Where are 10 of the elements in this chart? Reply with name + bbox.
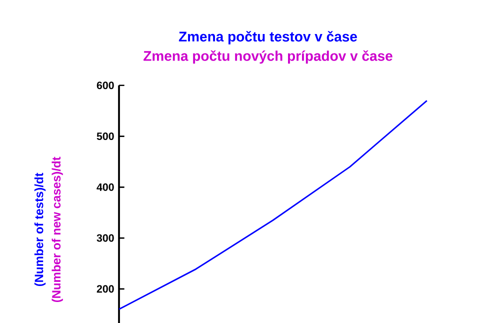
y2-axis-title: (Number of new cases)/dt xyxy=(52,156,63,302)
y-tick-label: 500 xyxy=(96,132,114,140)
y-tick-label: 600 xyxy=(96,82,114,90)
y-axis-title: (Number of tests)/dt xyxy=(34,172,46,286)
chart-title: Zmena počtu testov v čase xyxy=(178,30,357,44)
line-series xyxy=(119,100,428,310)
y-tick-label: 400 xyxy=(96,183,114,191)
y-tick-label: 200 xyxy=(96,285,114,293)
chart-subtitle: Zmena počtu nových prípadov v čase xyxy=(144,50,392,64)
y-tick-label: 300 xyxy=(96,234,114,242)
